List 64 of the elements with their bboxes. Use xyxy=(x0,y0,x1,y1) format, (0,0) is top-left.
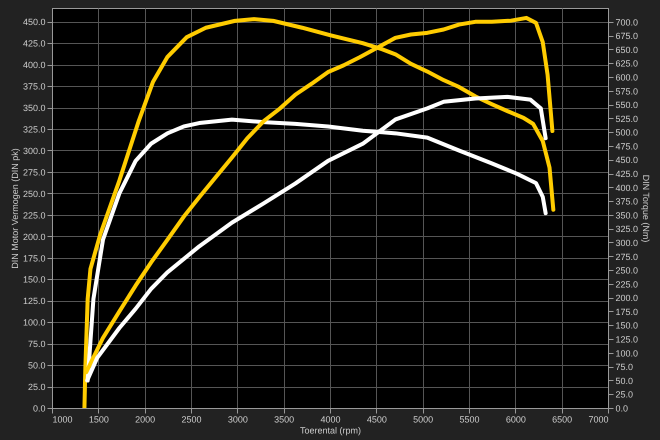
y-tick-label: 150.0 xyxy=(22,274,46,285)
y2-tick-label: 375.0 xyxy=(616,196,638,207)
x-axis-title: Toerental (rpm) xyxy=(300,426,362,436)
y-tick-label: 200.0 xyxy=(22,232,46,242)
y2-tick-label: 350.0 xyxy=(616,210,638,220)
y-tick-label: 275.0 xyxy=(22,167,46,178)
y-tick-label: 425.0 xyxy=(22,38,46,49)
y2-tick-label: 525.0 xyxy=(616,114,638,124)
y-tick-label: 225.0 xyxy=(22,210,46,220)
y2-tick-label: 650.0 xyxy=(616,44,638,55)
y-tick-label: 50.0 xyxy=(28,360,46,371)
x-tick-label: 1500 xyxy=(88,414,109,424)
y-tick-label: 125.0 xyxy=(22,296,46,306)
y2-tick-label: 150.0 xyxy=(616,320,638,331)
y-tick-label: 325.0 xyxy=(22,124,46,135)
y2-tick-label: 175.0 xyxy=(616,306,638,317)
y-tick-label: 25.0 xyxy=(28,382,46,392)
y2-tick-label: 75.0 xyxy=(616,362,634,372)
y2-tick-label: 100.0 xyxy=(616,348,638,358)
y2-tick-label: 675.0 xyxy=(616,31,638,42)
y-tick-label: 375.0 xyxy=(22,82,46,92)
y-axis-title: DIN Motor Vermogen (DIN pk) xyxy=(10,148,20,269)
x-tick-label: 6500 xyxy=(552,414,572,424)
y2-tick-label: 600.0 xyxy=(616,72,638,82)
y-tick-label: 0.0 xyxy=(32,404,46,414)
y2-tick-label: 25.0 xyxy=(616,390,634,400)
y2-tick-label: 225.0 xyxy=(616,279,638,290)
y2-tick-label: 275.0 xyxy=(616,252,638,262)
x-tick-label: 3000 xyxy=(228,414,248,424)
y2-tick-label: 200.0 xyxy=(616,293,638,304)
y-tick-label: 300.0 xyxy=(22,146,46,156)
y2-tick-label: 425.0 xyxy=(616,169,638,180)
y-tick-label: 350.0 xyxy=(22,103,46,114)
y2-tick-label: 400.0 xyxy=(616,182,638,193)
y2-tick-label: 125.0 xyxy=(616,334,638,345)
x-tick-label: 1000 xyxy=(52,414,73,424)
y-tick-label: 400.0 xyxy=(22,60,46,70)
y2-tick-label: 550.0 xyxy=(616,100,638,110)
x-tick-label: 7000 xyxy=(588,414,608,424)
x-tick-label: 3500 xyxy=(274,414,294,424)
y2-tick-label: 50.0 xyxy=(616,376,634,386)
x-tick-label: 6000 xyxy=(506,414,526,424)
y2-tick-label: 300.0 xyxy=(616,238,638,248)
x-tick-label: 4000 xyxy=(320,414,341,424)
y-tick-label: 75.0 xyxy=(28,339,46,350)
y-tick-label: 250.0 xyxy=(22,188,46,199)
y2-tick-label: 625.0 xyxy=(616,58,638,69)
y2-tick-label: 325.0 xyxy=(616,224,638,234)
y2-tick-label: 500.0 xyxy=(616,128,638,138)
y-tick-label: 175.0 xyxy=(22,253,46,264)
x-tick-label: 4500 xyxy=(366,414,387,424)
y-tick-label: 100.0 xyxy=(22,318,46,328)
x-tick-label: 2500 xyxy=(181,414,202,424)
y2-tick-label: 250.0 xyxy=(616,266,638,276)
y2-tick-label: 700.0 xyxy=(616,17,638,28)
x-tick-label: 5000 xyxy=(413,414,434,424)
y2-tick-label: 575.0 xyxy=(616,86,638,96)
y2-tick-label: 0.0 xyxy=(616,404,628,414)
y2-tick-label: 450.0 xyxy=(616,155,638,166)
x-tick-label: 2000 xyxy=(135,414,156,424)
y-tick-label: 450.0 xyxy=(22,17,46,28)
y2-axis-title: DIN Torque (Nm) xyxy=(641,174,652,242)
y2-tick-label: 475.0 xyxy=(616,141,638,152)
x-tick-label: 5500 xyxy=(459,414,480,424)
